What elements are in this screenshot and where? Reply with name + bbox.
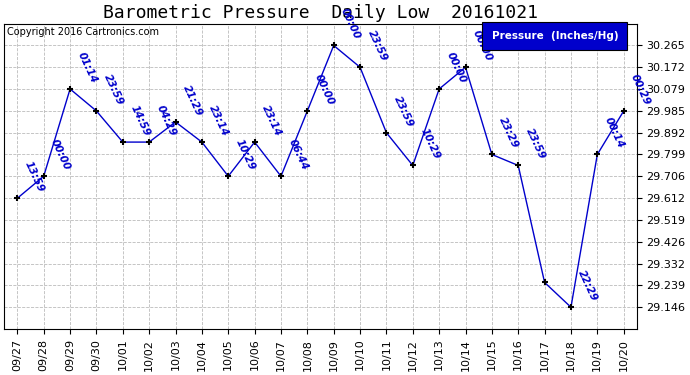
Text: 00:00: 00:00 xyxy=(444,51,468,85)
Text: 23:59: 23:59 xyxy=(366,29,388,63)
Text: 00:14: 00:14 xyxy=(603,116,626,150)
Text: 00:00: 00:00 xyxy=(471,29,494,63)
Text: Pressure  (Inches/Hg): Pressure (Inches/Hg) xyxy=(492,31,619,41)
Text: 00:00: 00:00 xyxy=(313,72,336,107)
Text: Copyright 2016 Cartronics.com: Copyright 2016 Cartronics.com xyxy=(7,27,159,38)
Text: 23:29: 23:29 xyxy=(497,116,520,150)
Text: 06:44: 06:44 xyxy=(286,138,310,172)
Text: 10:29: 10:29 xyxy=(418,127,442,161)
Text: 13:59: 13:59 xyxy=(23,160,46,194)
Text: 23:14: 23:14 xyxy=(260,104,283,138)
Text: 00:00: 00:00 xyxy=(339,7,362,41)
Text: 00:29: 00:29 xyxy=(629,72,652,107)
Text: 23:59: 23:59 xyxy=(392,94,415,129)
Text: 23:14: 23:14 xyxy=(208,104,230,138)
Text: 23:59: 23:59 xyxy=(102,72,125,107)
Text: 10:29: 10:29 xyxy=(234,138,257,172)
Text: 04:29: 04:29 xyxy=(155,104,178,138)
Text: 00:00: 00:00 xyxy=(49,138,72,172)
Text: 21:29: 21:29 xyxy=(181,84,204,118)
Text: 23:59: 23:59 xyxy=(524,127,547,161)
Text: 14:59: 14:59 xyxy=(128,104,151,138)
Title: Barometric Pressure  Daily Low  20161021: Barometric Pressure Daily Low 20161021 xyxy=(103,4,538,22)
Text: 01:14: 01:14 xyxy=(76,51,99,85)
Text: 22:29: 22:29 xyxy=(577,269,600,303)
